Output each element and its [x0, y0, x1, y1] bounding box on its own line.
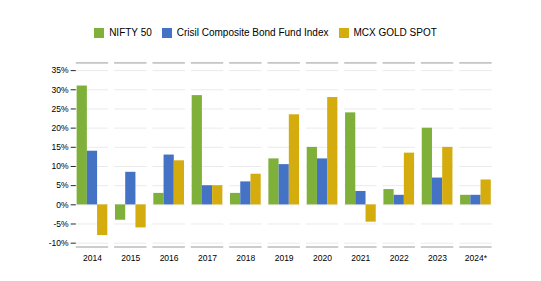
- html-text:NIFTY 50: NIFTY 50: [109, 27, 152, 38]
- svg-text:20%: 20%: [51, 123, 68, 133]
- svg-text:5%: 5%: [56, 180, 69, 190]
- svg-text:2015: 2015: [121, 253, 140, 263]
- svg-text:2021: 2021: [351, 253, 370, 263]
- svg-text:10%: 10%: [51, 161, 68, 171]
- svg-text:2024*: 2024*: [465, 253, 488, 263]
- svg-text:2019: 2019: [275, 253, 294, 263]
- svg-text:-5%: -5%: [53, 219, 69, 229]
- svg-text:35%: 35%: [51, 65, 68, 75]
- svg-text:15%: 15%: [51, 142, 68, 152]
- svg-text:2017: 2017: [198, 253, 217, 263]
- html-text:MCX GOLD SPOT: MCX GOLD SPOT: [353, 27, 437, 38]
- svg-text:2014: 2014: [83, 253, 102, 263]
- svg-text:2016: 2016: [160, 253, 179, 263]
- svg-text:25%: 25%: [51, 104, 68, 114]
- svg-text:2022: 2022: [390, 253, 409, 263]
- svg-text:2023: 2023: [428, 253, 447, 263]
- html-text:Crisil Composite Bond Fund Ind: Crisil Composite Bond Fund Index: [176, 27, 329, 38]
- svg-text:-10%: -10%: [49, 238, 69, 248]
- svg-text:2018: 2018: [236, 253, 255, 263]
- svg-text:30%: 30%: [51, 85, 68, 95]
- svg-text:2020: 2020: [313, 253, 332, 263]
- svg-text:0%: 0%: [56, 200, 69, 210]
